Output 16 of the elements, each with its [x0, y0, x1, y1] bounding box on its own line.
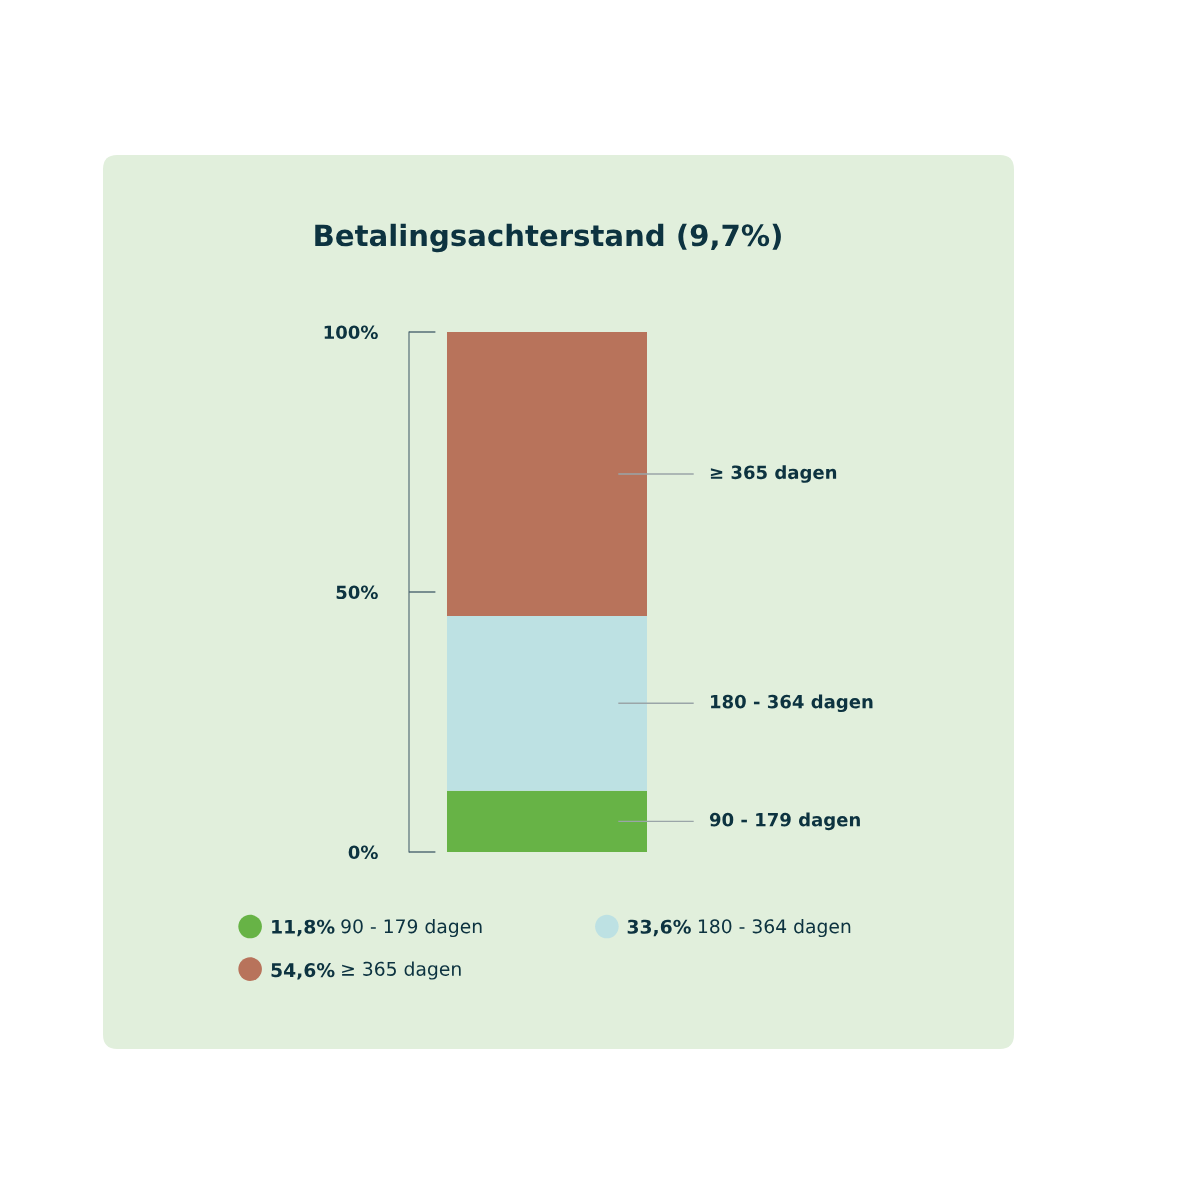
- bar: [447, 790, 647, 852]
- text: 11,8%: [272, 919, 335, 937]
- text: 180 - 364 dagen: [711, 694, 873, 713]
- text: ≥ 365 dagen: [342, 961, 461, 980]
- text: ≥ 365 dagen: [710, 465, 837, 483]
- y-tick-label: 50%: [336, 585, 378, 600]
- text: 180 - 364 dagen: [698, 918, 851, 938]
- chart-title: Betalingsachterstand (9,7%): [315, 223, 781, 253]
- bar: [447, 332, 647, 616]
- y-tick-label: 100%: [324, 325, 378, 340]
- text: 54,6%: [271, 963, 335, 980]
- bar: [447, 615, 647, 791]
- text: 90 - 179 dagen: [341, 918, 482, 938]
- y-tick-label: 0%: [348, 845, 378, 860]
- text: 33,6%: [627, 919, 691, 937]
- text: 90 - 179 dagen: [709, 812, 860, 831]
